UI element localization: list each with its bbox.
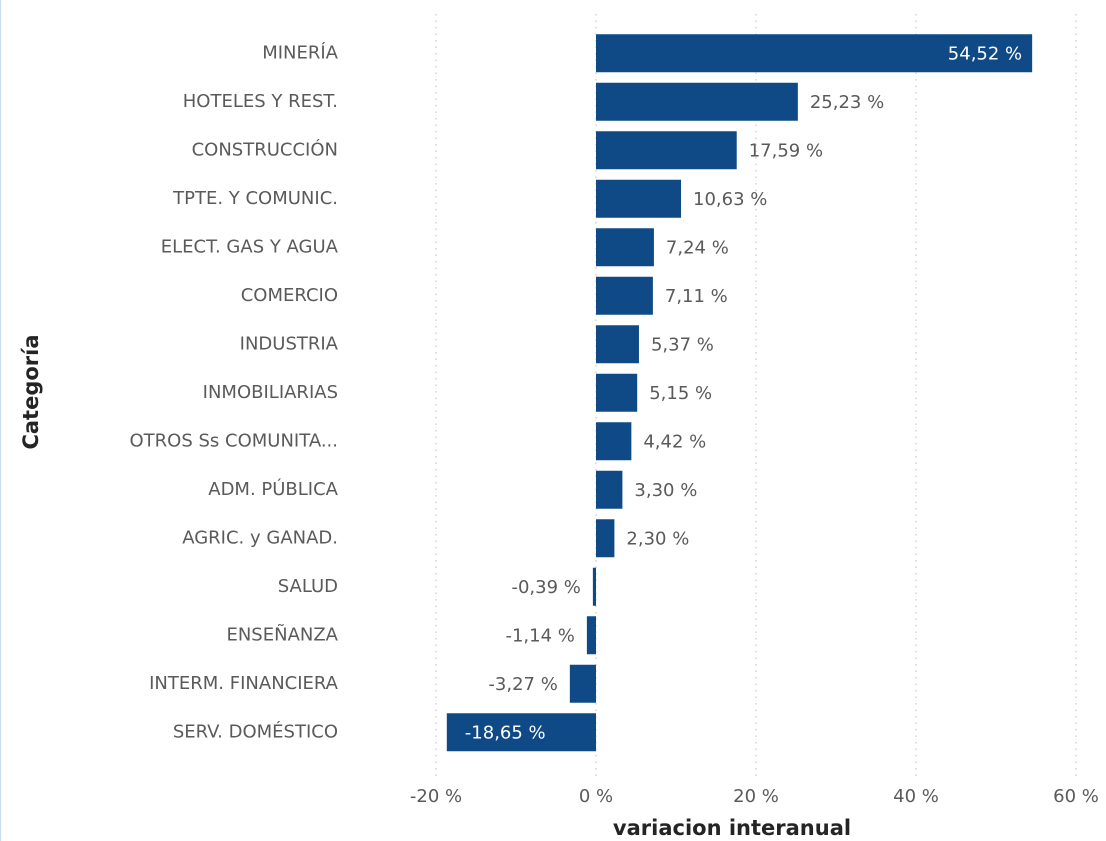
value-label: 4,42 % [643,431,706,452]
value-label: 17,59 % [749,140,823,161]
bar [596,82,798,121]
bar [596,228,654,267]
bar [596,373,638,412]
category-label: SERV. DOMÉSTICO [173,720,338,742]
x-tick-label: 40 % [893,786,939,807]
x-tick-label: 60 % [1053,786,1099,807]
category-label: ELECT. GAS Y AGUA [161,236,339,257]
value-label: 7,11 % [665,286,728,307]
x-tick-label: 0 % [579,786,613,807]
bar [596,34,1033,73]
category-label: CONSTRUCCIÓN [192,138,338,160]
category-label: MINERÍA [262,41,338,63]
bar [592,567,596,606]
value-label: 10,63 % [693,189,767,210]
bar [596,422,632,461]
category-label: OTROS Ss COMUNITA... [130,430,339,451]
bar [596,519,615,558]
bar [596,276,653,315]
category-label: ADM. PÚBLICA [208,478,338,500]
category-label: INDUSTRIA [240,333,339,354]
x-axis-title: variacion interanual [613,816,851,840]
category-label: AGRIC. y GANAD. [182,527,338,548]
value-label: 5,15 % [649,383,712,404]
value-label: 54,52 % [948,43,1022,64]
bar [596,470,623,509]
value-label: 7,24 % [666,237,729,258]
category-label: COMERCIO [241,285,338,306]
bar [596,131,737,170]
value-label: 2,30 % [626,528,689,549]
category-label: HOTELES Y REST. [183,91,338,112]
category-label: SALUD [278,576,338,597]
value-label: 25,23 % [810,92,884,113]
bar [586,616,596,655]
value-label: -3,27 % [488,674,557,695]
bar [596,179,682,218]
bar [569,664,596,703]
category-label: ENSEÑANZA [226,623,338,645]
bar [446,713,596,752]
category-label: INTERM. FINANCIERA [149,673,339,694]
value-label: -1,14 % [505,625,574,646]
x-tick-label: 20 % [733,786,779,807]
value-label: 3,30 % [634,480,697,501]
value-label: 5,37 % [651,334,714,355]
bar [596,325,639,364]
category-label: INMOBILIARIAS [203,382,338,403]
value-label: -0,39 % [511,577,580,598]
category-label: TPTE. Y COMUNIC. [172,188,338,209]
value-label: -18,65 % [465,722,546,743]
y-axis-title: Categoría [19,334,43,449]
x-tick-label: -20 % [410,786,462,807]
